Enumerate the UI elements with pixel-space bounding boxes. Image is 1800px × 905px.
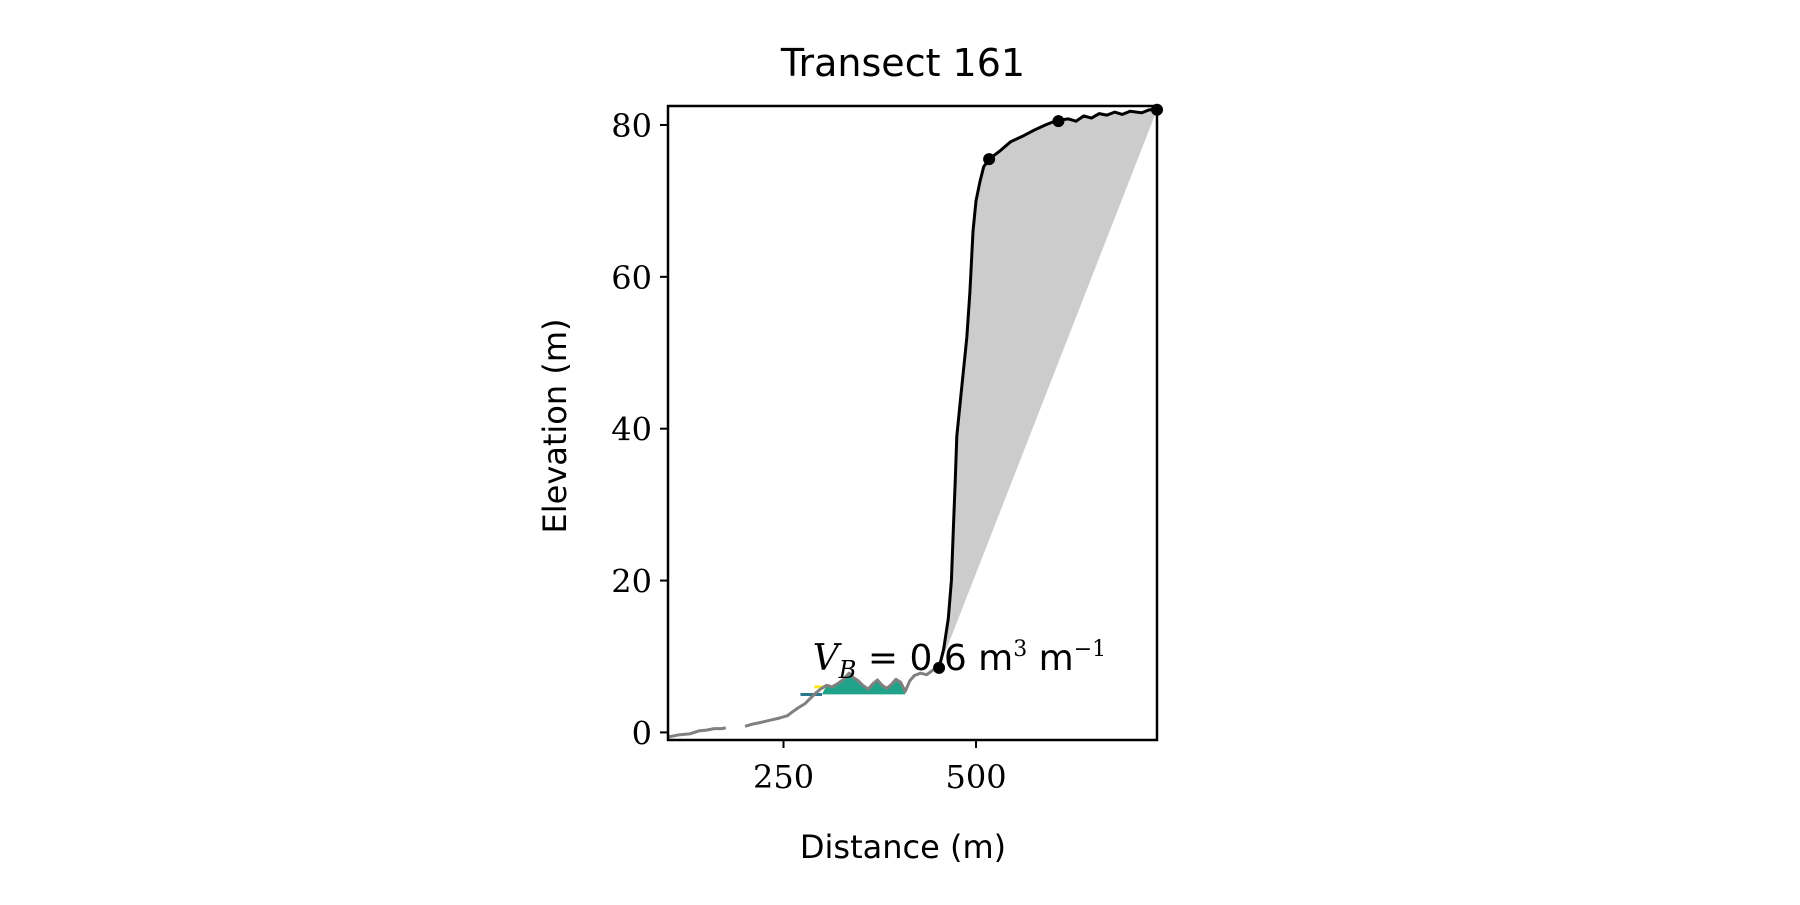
y-tick-label-80: 80 [611,107,652,145]
annotation-value-unit: 0.6 m [909,638,1013,679]
profile-marker-2 [1052,115,1065,128]
profile-marker-0 [933,661,946,674]
plot-frame [666,104,1159,742]
x-tick-label-250: 250 [753,758,814,796]
cliff-profile-line [937,108,1157,669]
annotation-v: V [813,638,843,679]
chart-title: Transect 161 [780,41,1025,85]
y-tick-label-20: 20 [611,563,652,601]
gray-profile-segment-0 [668,726,727,739]
x-axis-label: Distance (m) [800,828,1006,866]
annotation-superscript-1: 3 [1013,637,1027,662]
bar-fill-area [822,673,906,695]
plot-content [668,108,1157,739]
y-tick-label-0: 0 [632,714,652,752]
y-axis-label: Elevation (m) [536,319,574,534]
gray-profile-segment-1 [744,666,940,728]
annotation-superscript-2: −1 [1074,637,1106,662]
x-tick-label-500: 500 [945,758,1006,796]
annotation-equals: = [856,638,909,679]
annotation-subscript: B [838,656,857,684]
volume-fill-area [939,109,1157,668]
annotation-unit-2: m [1027,638,1074,679]
plot-area: 0 20 40 60 80 250 500 VB = 0.6 m3 m−1 [611,103,1163,796]
y-tick-label-40: 40 [611,411,652,449]
profile-marker-1 [983,153,996,166]
y-tick-label-60: 60 [611,259,652,297]
volume-annotation: VB = 0.6 m3 m−1 [813,637,1106,684]
